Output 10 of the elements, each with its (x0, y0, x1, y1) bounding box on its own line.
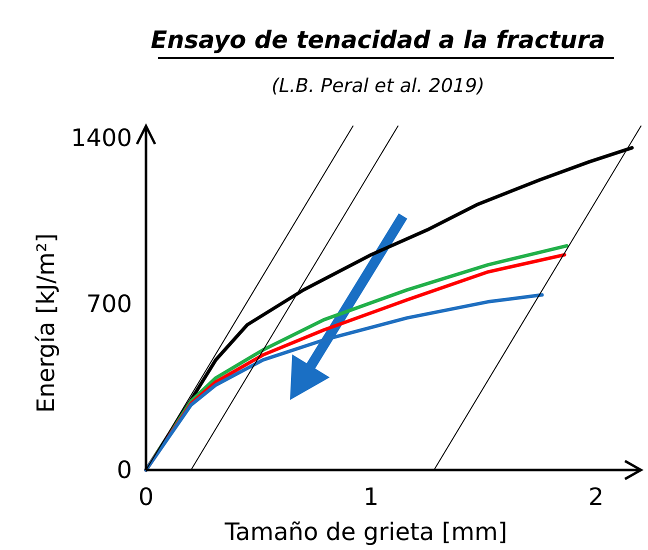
chart-subtitle: (L.B. Peral et al. 2019) (271, 75, 485, 97)
x-tick-label: 2 (588, 483, 604, 511)
x-axis-title: Tamaño de grieta [mm] (224, 518, 508, 546)
x-tick-label: 0 (138, 483, 154, 511)
chart-title: Ensayo de tenacidad a la fractura (150, 26, 606, 54)
y-tick-label: 700 (86, 290, 132, 318)
y-tick-label: 0 (116, 456, 132, 484)
y-tick-label: 1400 (70, 124, 132, 152)
x-tick-label: 1 (363, 483, 379, 511)
y-axis-title: Energía [kJ/m²] (32, 233, 60, 413)
